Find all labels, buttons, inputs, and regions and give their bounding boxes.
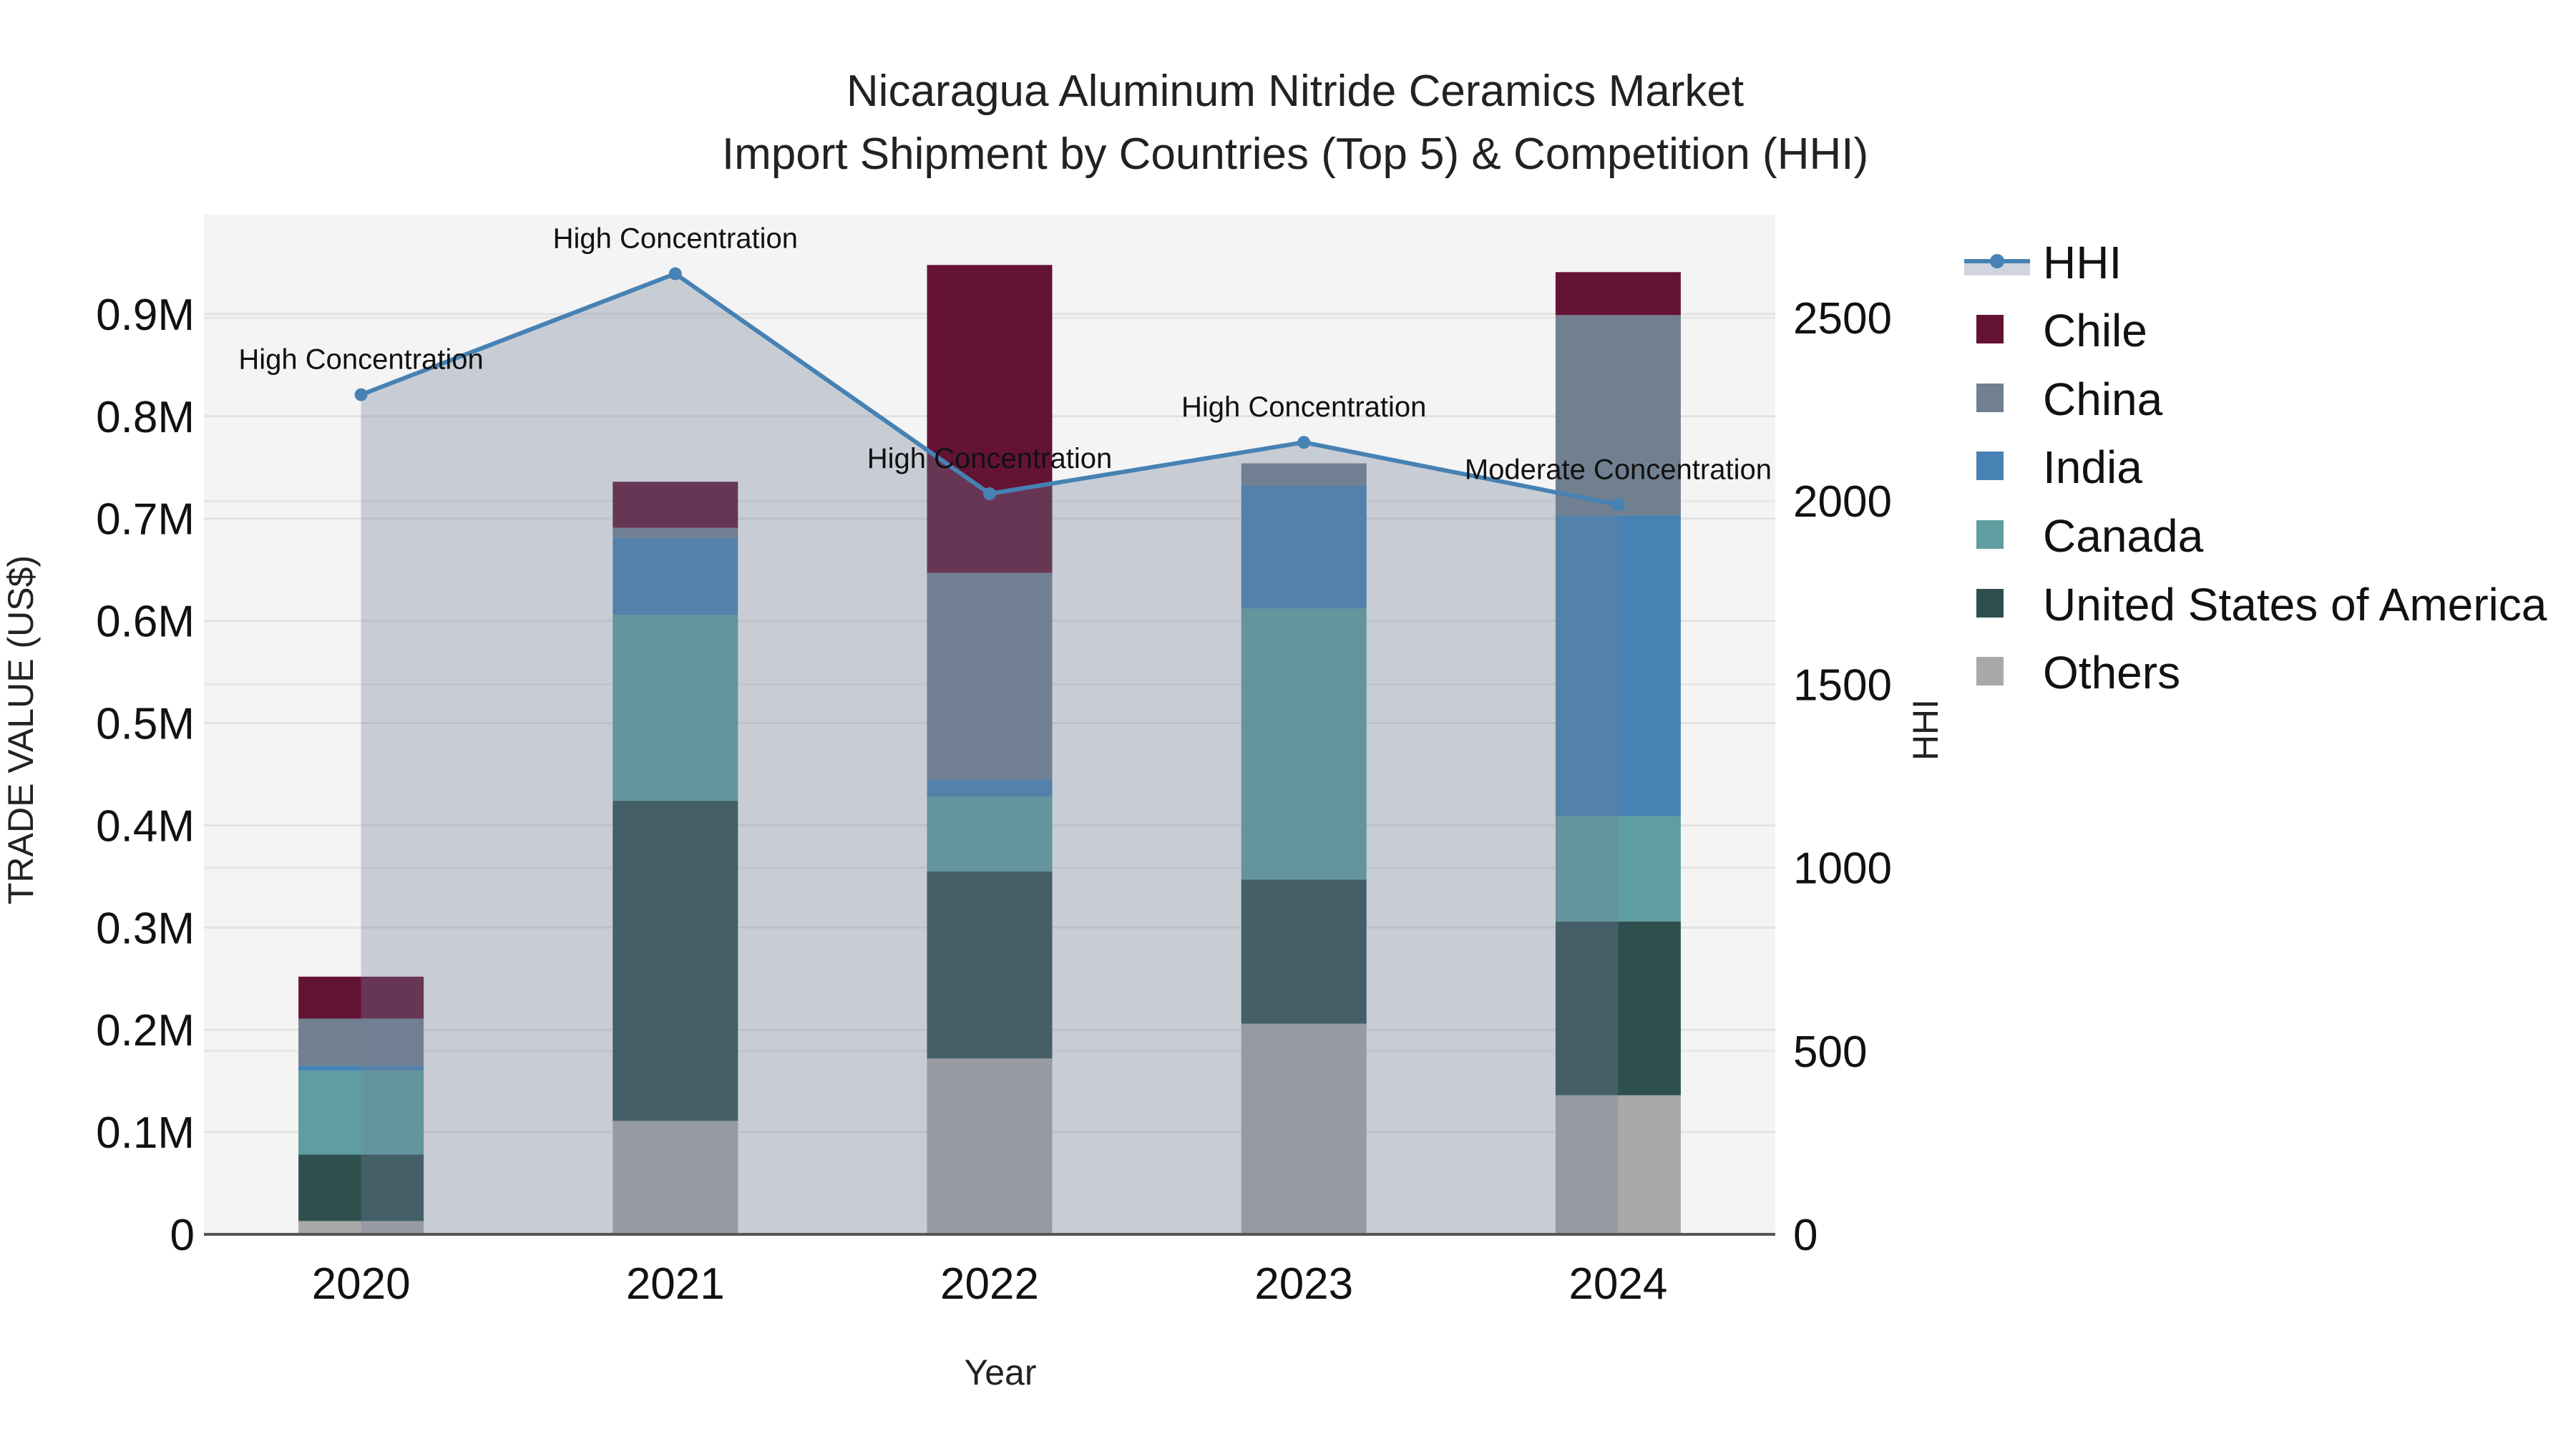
legend-item-others[interactable]: Others [1976,647,2180,698]
x-tick-label: 2024 [1568,1259,1667,1309]
y-right-tick-label: 1000 [1793,844,1892,894]
bar-segment-united-states-of-america[interactable] [298,1154,424,1221]
x-tick-label: 2021 [626,1259,725,1309]
legend-label: Others [2043,647,2180,698]
hhi-marker[interactable] [1611,498,1625,512]
legend: HHI Chile China India Canada United States of… [1964,237,2547,698]
bar-segment-chile[interactable] [1555,272,1681,316]
hhi-marker[interactable] [1297,436,1311,449]
bar-segment-united-states-of-america[interactable] [1241,879,1367,1024]
legend-swatch-icon [1976,384,2004,412]
bar-segment-united-states-of-america[interactable] [613,801,738,1121]
legend-item-canada[interactable]: Canada [1976,510,2204,562]
y-left-tick-label: 0.9M [96,291,195,340]
bar-segment-others[interactable] [1241,1023,1367,1234]
legend-swatch-icon [1976,520,2004,549]
y-left-tick-label: 0.2M [96,1006,195,1055]
y-left-tick-label: 0.4M [96,801,195,851]
y-right-tick-label: 500 [1793,1028,1867,1077]
legend-marker-icon [1990,254,2004,268]
bar-segment-united-states-of-america[interactable] [927,871,1053,1059]
bar-segment-india[interactable] [927,779,1053,797]
bar-segment-canada[interactable] [927,796,1053,872]
y-right-tick-label: 2000 [1793,477,1892,527]
legend-swatch-icon [1976,589,2004,618]
y-left-tick-label: 0.8M [96,393,195,442]
legend-item-hhi[interactable]: HHI [1964,237,2122,288]
y-left-tick-label: 0.7M [96,495,195,545]
y-left-tick-label: 0 [170,1211,195,1260]
legend-item-china[interactable]: China [1976,374,2163,425]
bar-segment-chile[interactable] [298,976,424,1019]
y-axis-right-ticks: 0 500 1000 1500 2000 2500 [1793,294,1892,1260]
hhi-annotation: High Concentration [867,443,1112,474]
chart-title-line1: Nicaragua Aluminum Nitride Ceramics Mark… [847,67,1744,116]
bar-segment-chile[interactable] [613,482,738,528]
hhi-annotation: High Concentration [553,223,798,255]
bar-segment-canada[interactable] [613,615,738,801]
hhi-annotation: High Concentration [1181,391,1426,423]
y-right-tick-label: 0 [1793,1211,1818,1260]
legend-swatch-icon [1976,657,2004,686]
bar-segment-china[interactable] [1241,463,1367,486]
legend-label: Chile [2043,305,2147,356]
legend-item-chile[interactable]: Chile [1976,305,2147,356]
bar-segment-india[interactable] [298,1065,424,1071]
x-tick-label: 2020 [312,1259,411,1309]
x-tick-label: 2022 [940,1259,1039,1309]
legend-label: India [2043,441,2142,493]
hhi-marker[interactable] [983,487,996,500]
y-left-tick-label: 0.5M [96,700,195,749]
bar-segment-chile[interactable] [927,265,1053,573]
y-left-tick-label: 0.3M [96,904,195,953]
bar-segment-china[interactable] [613,527,738,538]
bar-segment-others[interactable] [1555,1095,1681,1234]
hhi-annotation: Moderate Concentration [1465,454,1772,485]
y-axis-right-title: HHI [1906,699,1946,761]
bar-segment-china[interactable] [1555,315,1681,516]
legend-swatch-icon [1976,452,2004,480]
x-axis-ticks: 2020 2021 2022 2023 2024 [312,1259,1668,1309]
bar-segment-india[interactable] [613,537,738,615]
y-right-tick-label: 1500 [1793,660,1892,710]
y-right-tick-label: 2500 [1793,294,1892,343]
bar-segment-others[interactable] [298,1221,424,1234]
legend-label: HHI [2043,237,2122,288]
legend-item-united-states-of-america[interactable]: United States of America [1976,579,2547,630]
x-tick-label: 2023 [1254,1259,1353,1309]
bar-segment-united-states-of-america[interactable] [1555,921,1681,1096]
hhi-line: High Concentration High Concentration High… [238,223,1772,1235]
x-axis-title: Year [964,1352,1036,1392]
legend-item-india[interactable]: India [1976,441,2142,493]
bar-segment-china[interactable] [927,572,1053,780]
chart-title-line2: Import Shipment by Countries (Top 5) & C… [722,130,1868,179]
bar-segment-others[interactable] [613,1121,738,1234]
bar-segment-others[interactable] [927,1058,1053,1234]
y-left-tick-label: 0.1M [96,1108,195,1158]
bar-segment-india[interactable] [1555,515,1681,816]
bar-segment-canada[interactable] [1241,608,1367,880]
legend-swatch-icon [1976,315,2004,343]
legend-label: United States of America [2043,579,2547,630]
y-left-tick-label: 0.6M [96,597,195,647]
bar-segment-india[interactable] [1241,485,1367,609]
legend-label: China [2043,374,2163,425]
hhi-marker[interactable] [354,388,368,401]
y-axis-left-ticks: 0 0.1M 0.2M 0.3M 0.4M 0.5M 0.6M 0.7M 0.8M 0.9M [96,291,195,1260]
hhi-marker[interactable] [668,267,682,280]
hhi-area-fill [361,273,1619,1235]
hhi-annotation: High Concentration [238,344,483,376]
bar-segment-canada[interactable] [298,1070,424,1155]
stacked-bars [298,265,1681,1234]
bar-segment-canada[interactable] [1555,816,1681,922]
bar-segment-china[interactable] [298,1018,424,1066]
legend-label: Canada [2043,510,2204,562]
y-axis-left-title: TRADE VALUE (US$) [1,555,41,904]
